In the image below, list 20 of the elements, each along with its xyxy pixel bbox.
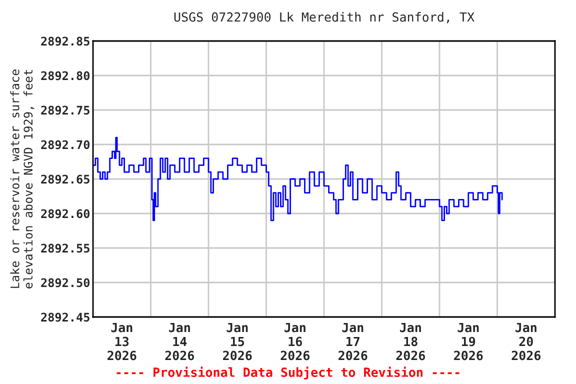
y-tick-label: 2892.60 bbox=[41, 209, 90, 218]
x-tick-label: Jan 16 2026 bbox=[280, 322, 310, 360]
y-tick-label: 2892.50 bbox=[41, 278, 90, 288]
x-tick-label: Jan 17 2026 bbox=[338, 322, 368, 360]
y-tick-label: 2892.85 bbox=[41, 36, 90, 46]
x-tick-label: Jan 14 2026 bbox=[165, 322, 194, 360]
text: ---- Provisional Data Subject to Revision ---- bbox=[116, 366, 460, 380]
x-tick-label: Jan 19 2026 bbox=[454, 322, 483, 360]
y-axis-title: Lake or reservoir water surface elevation above NGVD 1929, feet bbox=[10, 70, 34, 288]
x-tick-label: Jan 20 2026 bbox=[512, 322, 540, 360]
y-tick-label: 2892.55 bbox=[41, 244, 90, 253]
x-tick-label: Jan 13 2026 bbox=[108, 322, 136, 360]
x-tick-label: Jan 15 2026 bbox=[223, 322, 252, 360]
y-tick-label: 2892.80 bbox=[41, 71, 90, 80]
y-tick-label: 2892.75 bbox=[41, 106, 90, 115]
y-tick-label: 2892.65 bbox=[41, 174, 90, 184]
y-tick-label: 2892.70 bbox=[41, 140, 90, 150]
x-tick-label: Jan 18 2026 bbox=[396, 322, 425, 360]
y-tick-label: 2892.45 bbox=[41, 312, 90, 322]
chart-title: USGS 07227900 Lk Meredith nr Sanford, TX bbox=[174, 12, 474, 24]
